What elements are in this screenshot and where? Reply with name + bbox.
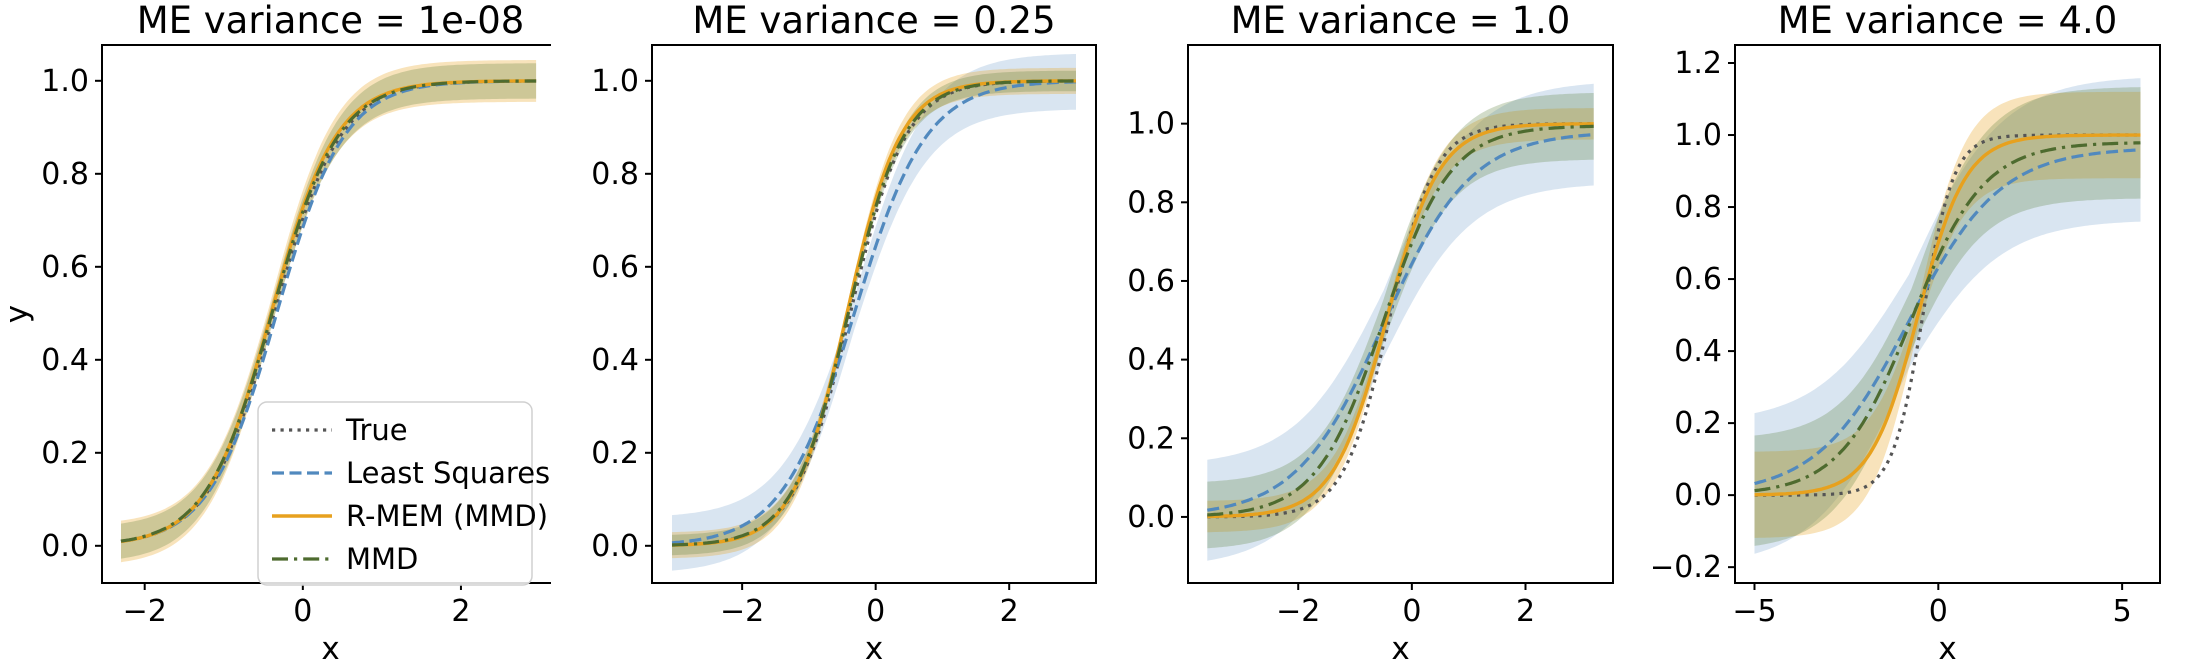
x-axis-label: x xyxy=(865,631,883,666)
uncertainty-band-least-squares xyxy=(672,54,1076,571)
subplot-canvas: −2 0 2 0.0 0.2 0.4 0.6 0.8 1.0 ME variance = 0.25… xyxy=(591,0,1097,667)
series-line-r-mem-mmd xyxy=(1754,133,2141,497)
y-tick-label: 0.2 xyxy=(591,436,639,471)
x-tick-label: 0 xyxy=(866,594,885,629)
x-tick-label: 0 xyxy=(1929,594,1948,629)
axes-frame xyxy=(1187,44,1614,584)
x-tick-label: −2 xyxy=(1276,594,1320,629)
y-tick-label: 0.6 xyxy=(1674,262,1722,297)
y-tick-label: 1.0 xyxy=(591,64,639,99)
x-axis-label: x xyxy=(321,631,339,666)
y-axis-label: y xyxy=(0,305,35,323)
y-tick-label: 0.0 xyxy=(591,529,639,564)
plot-title: ME variance = 0.25 xyxy=(692,0,1055,42)
legend: True Least Squares R-MEM (MMD) MMD xyxy=(257,401,550,586)
subplot-me-variance-0-25: −2 0 2 0.0 0.2 0.4 0.6 0.8 1.0 ME variance = 0.25… xyxy=(551,0,1102,667)
y-tick-label: 0.4 xyxy=(1674,334,1722,369)
y-tick-label: 1.0 xyxy=(1674,118,1722,153)
y-tick-label: 0.4 xyxy=(591,343,639,378)
y-tick-label: 0.6 xyxy=(41,250,89,285)
series-line-r-mem-mmd xyxy=(1207,122,1594,519)
plot-title: ME variance = 1.0 xyxy=(1231,0,1571,42)
series-line-mmd xyxy=(1207,124,1594,517)
y-tick-label: 0.8 xyxy=(1674,190,1722,225)
legend-item-label: MMD xyxy=(346,542,418,576)
y-tick-label: 0.8 xyxy=(1127,185,1175,220)
series-line-true xyxy=(672,79,1077,547)
y-tick-label: 0.2 xyxy=(1127,421,1175,456)
legend-item-label: R-MEM (MMD) xyxy=(346,499,548,533)
uncertainty-band-mmd xyxy=(1754,87,2141,546)
x-tick-label: 2 xyxy=(1516,594,1535,629)
y-tick-label: 1.2 xyxy=(1674,46,1722,81)
subplot-canvas: −2 0 2 0.0 0.2 0.4 0.6 0.8 1.0 ME variance = 1.0 x xyxy=(1127,0,1614,667)
series-line-mmd xyxy=(671,79,1076,547)
x-tick-label: −5 xyxy=(1732,594,1776,629)
x-tick-label: 0 xyxy=(293,594,312,629)
uncertainty-band-least-squares xyxy=(1754,78,2141,554)
y-tick-label: 0.2 xyxy=(1674,406,1722,441)
y-tick-label: 1.0 xyxy=(41,64,89,99)
uncertainty-band-r-mem-mmd xyxy=(672,67,1076,559)
axes-frame xyxy=(1734,44,2161,584)
plot-title: ME variance = 1e-08 xyxy=(137,0,525,42)
series-line-mmd xyxy=(1754,141,2141,493)
y-tick-label: 0.2 xyxy=(41,436,89,471)
legend-box xyxy=(257,401,533,586)
y-tick-label: 0.0 xyxy=(41,529,89,564)
y-tick-label: −0.2 xyxy=(1653,550,1722,585)
y-tick-label: 0.4 xyxy=(1127,343,1175,378)
y-tick-label: 0.0 xyxy=(1127,500,1175,535)
y-tick-label: 0.8 xyxy=(591,157,639,192)
series-line-least-squares xyxy=(1754,148,2141,486)
series-line-true xyxy=(120,79,537,543)
legend-item-label: Least Squares xyxy=(346,456,550,490)
x-tick-label: −2 xyxy=(720,594,764,629)
series-line-mmd xyxy=(120,79,537,543)
uncertainty-band-least-squares xyxy=(1207,83,1594,561)
legend-item-label: True xyxy=(345,413,408,447)
y-tick-label: 0.6 xyxy=(591,250,639,285)
series-line-r-mem-mmd xyxy=(672,79,1076,547)
y-tick-label: 0.6 xyxy=(1127,264,1175,299)
x-axis-label: x xyxy=(1391,631,1409,666)
series-line-least-squares xyxy=(1207,133,1594,512)
x-tick-label: −2 xyxy=(123,594,167,629)
uncertainty-band-mmd xyxy=(672,70,1076,556)
subplot-canvas: −5 0 5 −0.2 0.0 0.2 0.4 0.6 0.8 1.0 1.2 ME variance… xyxy=(1649,0,2161,667)
y-tick-label: 0.4 xyxy=(41,343,89,378)
x-tick-label: 2 xyxy=(451,594,470,629)
x-tick-label: 5 xyxy=(2113,594,2132,629)
y-tick-label: 1.0 xyxy=(1127,107,1175,142)
x-tick-label: 2 xyxy=(1000,594,1019,629)
plot-title: ME variance = 4.0 xyxy=(1778,0,2118,42)
axes-frame xyxy=(651,44,1097,584)
subplot-me-variance-1e-08: −2 0 2 0.0 0.2 0.4 0.6 0.8 1.0 ME variance = 1e-0… xyxy=(0,0,560,667)
subplot-me-variance-4-0: −5 0 5 −0.2 0.0 0.2 0.4 0.6 0.8 1.0 1.2 ME variance… xyxy=(1649,0,2204,667)
x-axis-label: x xyxy=(1938,631,1956,666)
y-tick-label: 0.8 xyxy=(41,157,89,192)
x-tick-label: 0 xyxy=(1402,594,1421,629)
subplot-canvas: −2 0 2 0.0 0.2 0.4 0.6 0.8 1.0 ME variance = 1e-0… xyxy=(0,0,560,667)
subplot-me-variance-1-0: −2 0 2 0.0 0.2 0.4 0.6 0.8 1.0 ME variance = 1.0 x xyxy=(1102,0,1653,667)
series-line-least-squares xyxy=(671,80,1077,545)
y-tick-label: 0.0 xyxy=(1674,478,1722,513)
